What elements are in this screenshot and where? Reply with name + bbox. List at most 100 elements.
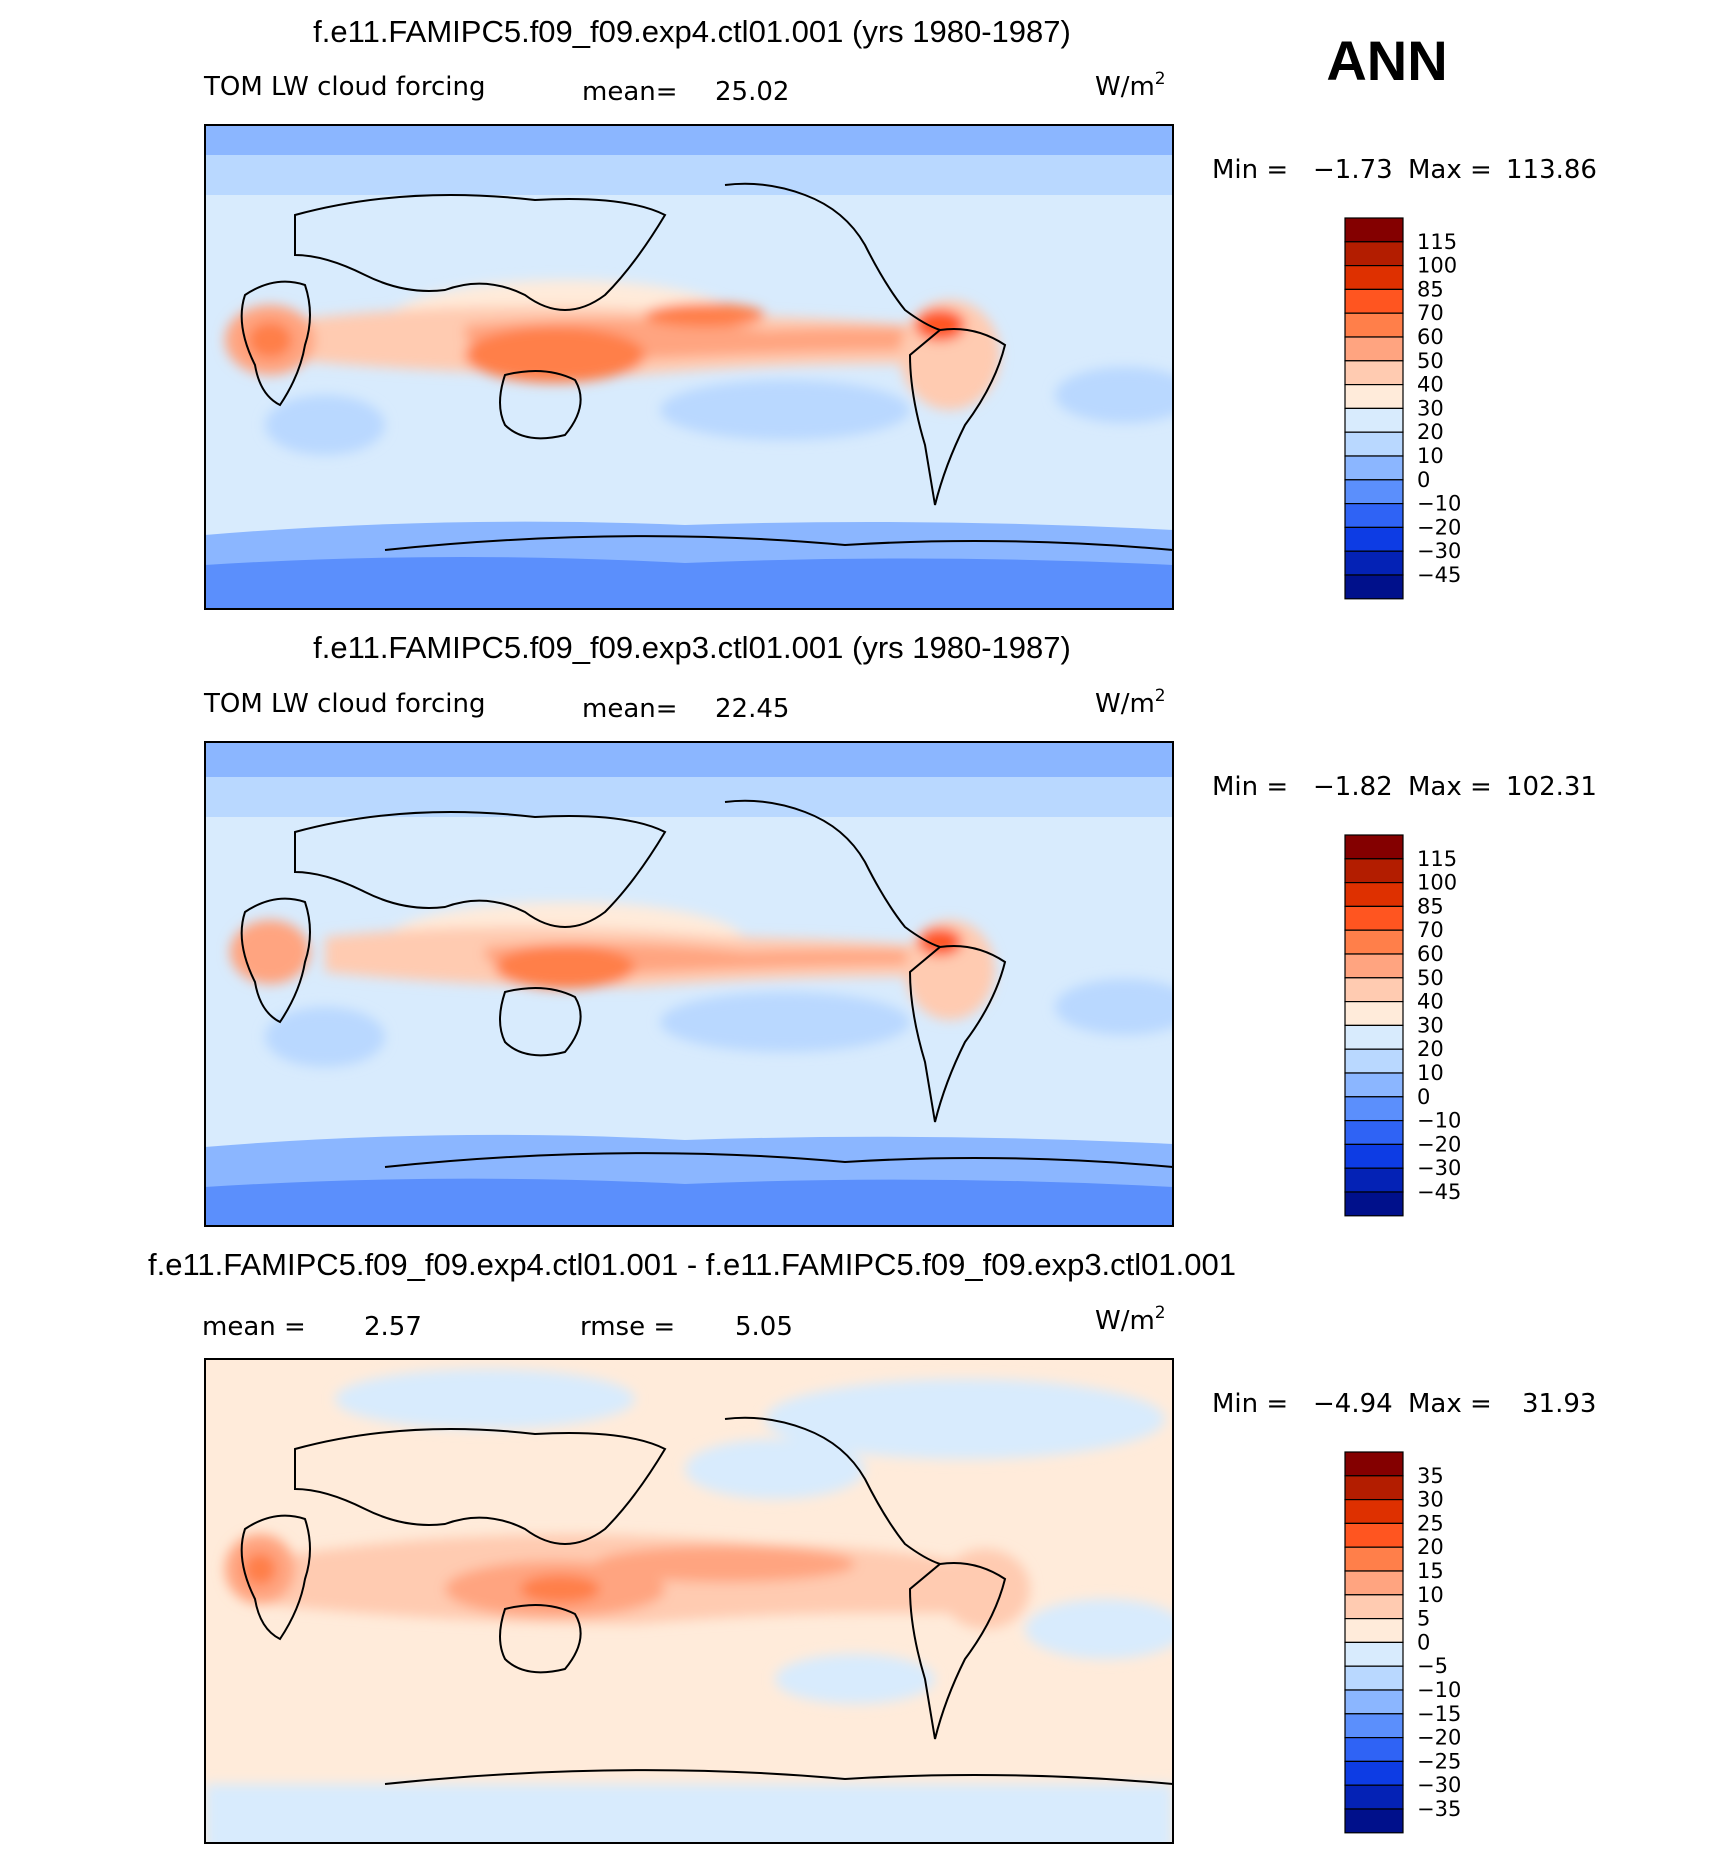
s-atlantic-neg: [1025, 1599, 1173, 1659]
colorbar-tick-label: −15: [1417, 1702, 1461, 1726]
colorbar-swatch: [1344, 479, 1404, 505]
colorbar-tick-label: 25: [1417, 1511, 1444, 1535]
colorbar-swatch: [1344, 953, 1404, 979]
pacific-itcz-core: [645, 303, 765, 327]
se-pacific-low: [660, 380, 910, 440]
colorbar-tick-label: 10: [1417, 1061, 1444, 1085]
coast-south-america: [908, 328, 1007, 506]
se-pacific-neg: [775, 1654, 935, 1704]
colorbar-swatch: [1344, 384, 1404, 410]
map-frame: [204, 124, 1174, 610]
colorbar-tick-label: 30: [1417, 1013, 1444, 1037]
colorbar-swatch: [1344, 503, 1404, 529]
colorbar-tick-label: −10: [1417, 1678, 1461, 1702]
colorbar-tick-label: −45: [1417, 1180, 1461, 1204]
colorbar-tick-label: −45: [1417, 563, 1461, 587]
panel-3-mean-value: 2.57: [364, 1312, 422, 1342]
colorbar-tick-label: 10: [1417, 1583, 1444, 1607]
colorbar-swatch: [1344, 1024, 1404, 1050]
colorbar-swatch: [1344, 1451, 1404, 1477]
colorbar-tick-label: −30: [1417, 1156, 1461, 1180]
coast-antarctica: [384, 1152, 1173, 1168]
colorbar-tick-label: −20: [1417, 1132, 1461, 1156]
panel-2-mean-label: mean=: [582, 694, 678, 724]
colorbar-swatch: [1344, 1617, 1404, 1643]
congo-core: [248, 322, 292, 358]
colorbar-swatch: [1344, 1546, 1404, 1572]
colorbar-swatch: [1344, 1475, 1404, 1501]
panel-2: f.e11.FAMIPC5.f09_f09.exp3.ctl01.001 (yr…: [203, 630, 1597, 1227]
coast-eurasia: [294, 1428, 667, 1545]
pacific-itcz-pos: [595, 1546, 855, 1582]
panel-3-title: f.e11.FAMIPC5.f09_f09.exp4.ctl01.001 - f…: [148, 1247, 1236, 1282]
colorbar-swatch: [1344, 1522, 1404, 1548]
panel-3-min-value: −4.94: [1313, 1389, 1393, 1419]
colorbar-tick-label: −20: [1417, 1726, 1461, 1750]
colorbar-swatch: [1344, 1570, 1404, 1596]
panel-3-max-label: Max =: [1408, 1389, 1492, 1419]
colorbar-swatch: [1344, 1119, 1404, 1145]
colorbar-tick-label: −20: [1417, 515, 1461, 539]
colorbar-swatch: [1344, 1191, 1404, 1217]
colorbar-swatch: [1344, 1689, 1404, 1715]
colorbar-tick-label: 115: [1417, 847, 1457, 871]
colorbar-tick-label: 20: [1417, 1037, 1444, 1061]
maritime-continent: [465, 327, 645, 383]
colorbar-tick-label: −10: [1417, 1109, 1461, 1133]
map-frame: [204, 741, 1174, 1227]
colorbar-swatch: [1344, 834, 1404, 860]
colorbar-tick-label: 70: [1417, 301, 1444, 325]
colorbar-swatch: [1344, 360, 1404, 386]
colorbar-swatch: [1344, 977, 1404, 1003]
panel-1-max-label: Max =: [1408, 155, 1492, 185]
colorbar-tick-label: 60: [1417, 325, 1444, 349]
coast-americas-north: [724, 799, 941, 948]
africa-west-low: [265, 1007, 385, 1067]
panel-2-max-label: Max =: [1408, 772, 1492, 802]
colorbar-tick-label: 40: [1417, 990, 1444, 1014]
panel-2-max-value: 102.31: [1506, 772, 1597, 802]
colorbar-swatch: [1344, 241, 1404, 267]
antarctic-neg: [205, 1784, 1173, 1843]
north-america-neg: [765, 1379, 1165, 1459]
colorbar-tick-label: 40: [1417, 373, 1444, 397]
colorbar-swatch: [1344, 265, 1404, 291]
panel-1-min-label: Min =: [1212, 155, 1288, 185]
coast-eurasia: [294, 811, 667, 928]
colorbar-tick-label: 50: [1417, 966, 1444, 990]
colorbar-tick-label: 70: [1417, 918, 1444, 942]
panel-2-title: f.e11.FAMIPC5.f09_f09.exp3.ctl01.001 (yr…: [313, 630, 1071, 665]
coast-americas-north: [724, 182, 941, 331]
coast-americas-north: [724, 1416, 941, 1565]
panel-1-units: W/m2: [1095, 69, 1166, 102]
colorbar-swatch: [1344, 1641, 1404, 1667]
colorbar-tick-label: 0: [1417, 1085, 1430, 1109]
colorbar-swatch: [1344, 1594, 1404, 1620]
s-atlantic-low: [1055, 979, 1173, 1035]
panel-3-mean-label: mean =: [202, 1312, 306, 1342]
coast-africa: [240, 897, 311, 1024]
colorbar-swatch: [1344, 336, 1404, 362]
colorbar-tick-label: 115: [1417, 230, 1457, 254]
colorbar-tick-label: 85: [1417, 277, 1444, 301]
colorbar-swatch: [1344, 1048, 1404, 1074]
colorbar-swatch: [1344, 1143, 1404, 1169]
maritime-continent: [495, 945, 635, 989]
colorbar-swatch: [1344, 1713, 1404, 1739]
colorbar-tick-label: 85: [1417, 894, 1444, 918]
panel-1-variable: TOM LW cloud forcing: [203, 72, 485, 102]
colorbar-tick-label: 35: [1417, 1464, 1444, 1488]
colorbar-tick-label: 0: [1417, 468, 1430, 492]
colorbar-swatch: [1344, 1072, 1404, 1098]
colorbar-swatch: [1344, 1096, 1404, 1122]
amazon-pos: [940, 1549, 1030, 1629]
coast-africa: [240, 280, 311, 407]
colorbar-swatch: [1344, 526, 1404, 552]
colorbar-swatch: [1344, 1760, 1404, 1786]
colorbar-swatch: [1344, 858, 1404, 884]
panel-1: f.e11.FAMIPC5.f09_f09.exp4.ctl01.001 (yr…: [203, 14, 1597, 610]
colorbar-swatch: [1344, 1784, 1404, 1810]
colorbar-tick-label: 20: [1417, 420, 1444, 444]
panel-3-units: W/m2: [1095, 1303, 1166, 1336]
